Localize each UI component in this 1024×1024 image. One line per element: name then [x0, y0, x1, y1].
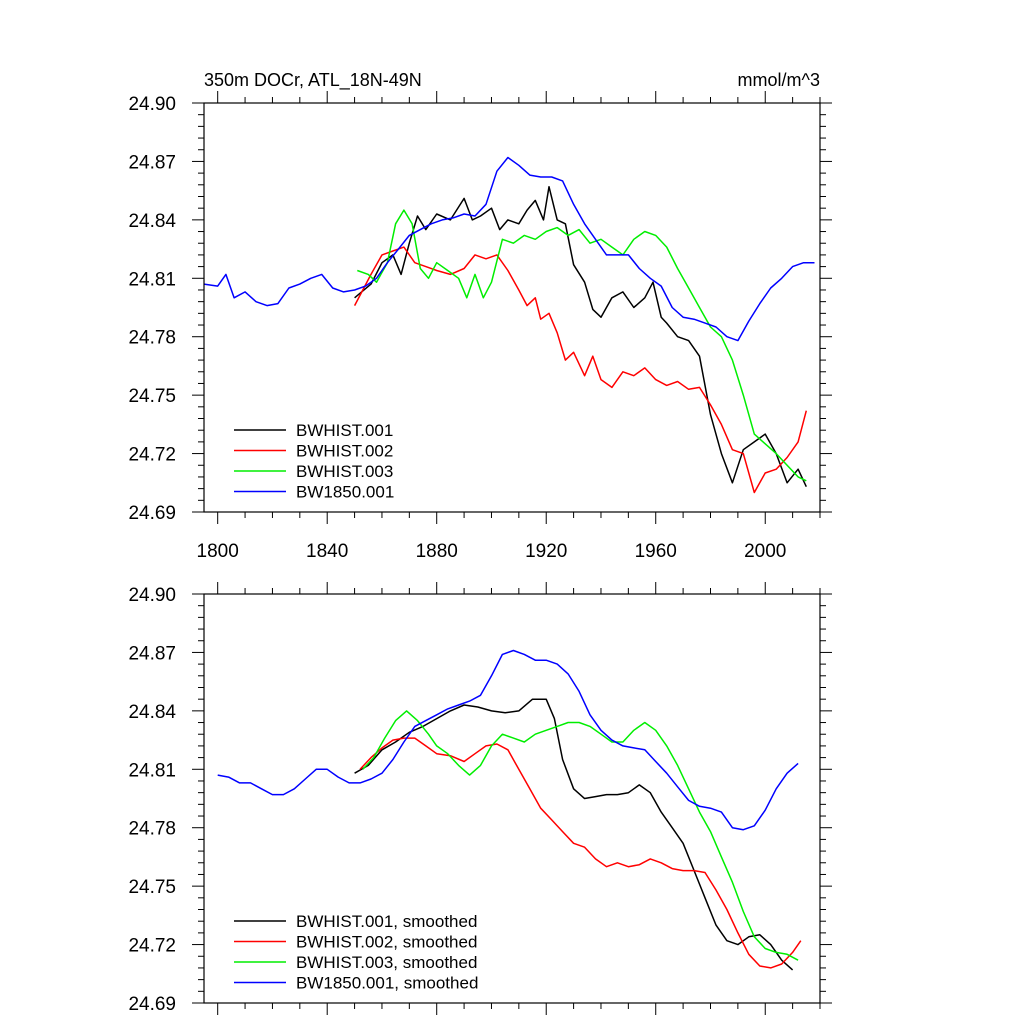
tick-group: 24.69 24.72 24.75 24.78 24.81 24.84 24.87 24.90… — [128, 91, 832, 562]
series-group — [217, 649, 802, 971]
legend: BWHIST.001, smoothed BWHIST.002, smoothed… — [234, 912, 478, 993]
y-tick-label: 24.90 — [128, 94, 176, 115]
series-line-4 — [217, 649, 799, 831]
y-tick-label: 24.87 — [128, 152, 176, 173]
y-tick-label: 24.90 — [128, 585, 176, 606]
y-tick-label: 24.84 — [128, 211, 176, 232]
series-line-1 — [354, 698, 794, 971]
legend-label: BW1850.001 — [296, 483, 394, 502]
y-tick-label: 24.72 — [128, 936, 176, 957]
x-tick-label: 1800 — [197, 541, 239, 562]
chart-title: 350m DOCr, ATL_18N-49N — [204, 70, 422, 91]
top-panel: 350m DOCr, ATL_18N-49N mmol/m^3 24.6924.… — [128, 70, 832, 562]
y-tick-label: 24.78 — [128, 819, 176, 840]
series-line-3 — [362, 710, 799, 961]
series-line-3 — [357, 209, 807, 482]
series-line-2 — [353, 246, 808, 494]
bottom-panel: 24.69 24.72 24.75 24.78 24.81 24.84 24.87 24.90… — [128, 582, 832, 1015]
plot-frame — [203, 593, 821, 1004]
y-tick-label: 24.69 — [128, 994, 176, 1015]
plot-frame — [203, 102, 821, 513]
legend-label: BWHIST.002, smoothed — [296, 933, 477, 952]
y-tick-label: 24.78 — [128, 328, 176, 349]
x-tick-label: 1920 — [525, 541, 567, 562]
y-tick-label: 24.84 — [128, 702, 176, 723]
legend-label: BW1850.001, smoothed — [296, 974, 478, 993]
y-tick-label: 24.87 — [128, 643, 176, 664]
y-tick-label: 24.81 — [128, 760, 176, 781]
x-tick-label: 1840 — [306, 541, 348, 562]
y-tick-label: 24.81 — [128, 269, 176, 290]
x-tick-label: 1880 — [416, 541, 458, 562]
series-line-1 — [354, 185, 807, 488]
series-line-2 — [359, 737, 802, 969]
series-line-4 — [203, 156, 815, 342]
legend-label: BWHIST.003, smoothed — [296, 953, 477, 972]
x-tick-label: 1960 — [635, 541, 677, 562]
x-tick-label: 2000 — [744, 541, 786, 562]
y-tick-label: 24.72 — [128, 445, 176, 466]
y-tick-label: 24.75 — [128, 877, 176, 898]
legend-label: BWHIST.001 — [296, 421, 393, 440]
y-tick-label: 24.75 — [128, 386, 176, 407]
units-label: mmol/m^3 — [738, 70, 820, 90]
legend-label: BWHIST.001, smoothed — [296, 912, 477, 931]
series-group — [203, 156, 815, 494]
y-tick-label: 24.69 — [128, 503, 176, 524]
legend-label: BWHIST.003 — [296, 462, 393, 481]
tick-group: 24.69 24.72 24.75 24.78 24.81 24.84 24.87 24.90 — [128, 582, 832, 1015]
legend-label: BWHIST.002 — [296, 442, 393, 461]
